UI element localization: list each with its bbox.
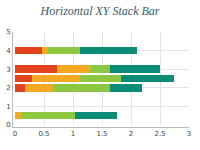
svg-text:1.5: 1.5	[96, 130, 107, 138]
svg-text:5: 5	[6, 28, 10, 36]
svg-text:Horizontal XY Stack Bar: Horizontal XY Stack Bar	[40, 4, 160, 18]
svg-text:0: 0	[6, 121, 10, 129]
svg-text:3: 3	[6, 66, 10, 74]
svg-text:2: 2	[129, 130, 133, 138]
svg-text:0.5: 0.5	[38, 130, 49, 138]
svg-text:1: 1	[6, 103, 10, 111]
svg-text:0: 0	[13, 130, 17, 138]
svg-text:3: 3	[187, 130, 191, 138]
svg-text:1: 1	[71, 130, 75, 138]
svg-text:4: 4	[6, 47, 11, 55]
svg-text:2.5: 2.5	[154, 130, 165, 138]
svg-text:2: 2	[6, 84, 10, 92]
